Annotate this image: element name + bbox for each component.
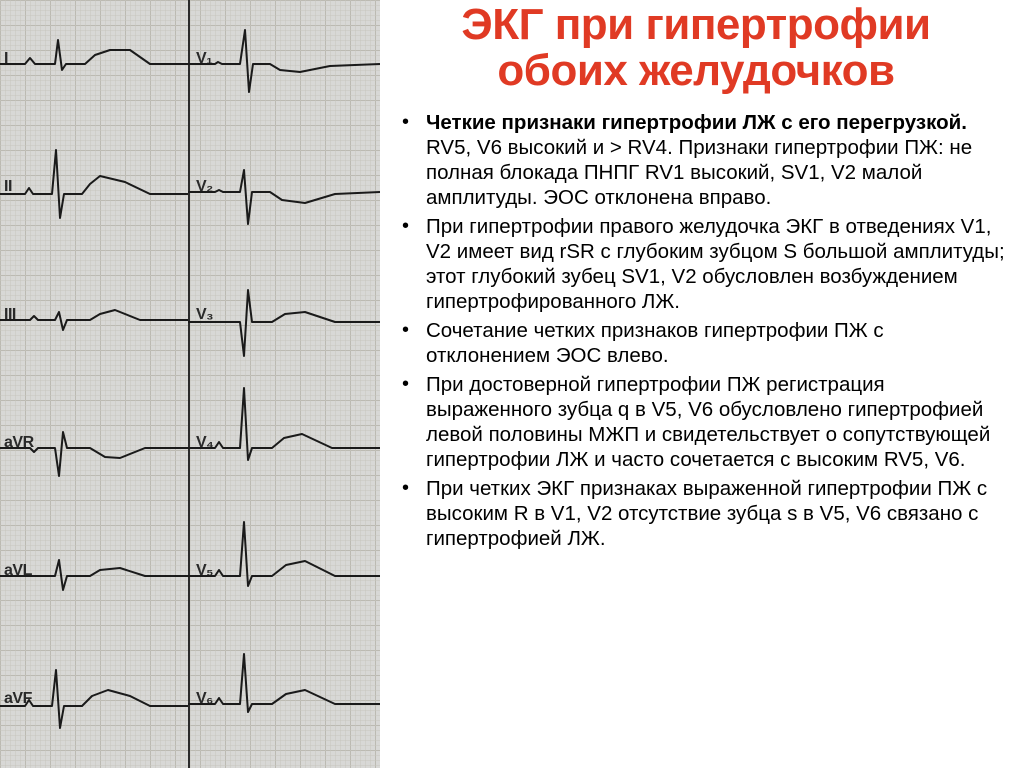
bullet-text: RV5, V6 высокий и > RV4. Признаки гиперт… — [426, 136, 972, 209]
ecg-strip-row: IIV₂ — [0, 128, 380, 256]
ecg-panel: IV₁IIV₂IIIV₃aVRV₄aVLV₅aVFV₆ — [0, 0, 380, 768]
bullet-item: При гипертрофии правого желудочка ЭКГ в … — [426, 214, 1006, 314]
ecg-trace — [0, 640, 380, 768]
bullet-text: При четких ЭКГ признаках выраженной гипе… — [426, 477, 987, 550]
title-line-2: обоих желудочков — [497, 46, 894, 95]
content-area: ЭКГ при гипертрофии обоих желудочков Чет… — [380, 0, 1024, 768]
bullet-text: При гипертрофии правого желудочка ЭКГ в … — [426, 215, 1005, 313]
bullet-item: При достоверной гипертрофии ПЖ регистрац… — [426, 372, 1006, 472]
ecg-strip-row: IV₁ — [0, 0, 380, 128]
ecg-trace — [0, 512, 380, 640]
bullet-text: При достоверной гипертрофии ПЖ регистрац… — [426, 373, 990, 471]
ecg-strip-row: aVFV₆ — [0, 640, 380, 768]
title-line-1: ЭКГ при гипертрофии — [461, 0, 930, 49]
bullet-item: Четкие признаки гипертрофии ЛЖ с его пер… — [426, 110, 1006, 210]
bullet-item: Сочетание четких признаков гипертрофии П… — [426, 318, 1006, 368]
ecg-strip-row: IIIV₃ — [0, 256, 380, 384]
ecg-trace — [0, 256, 380, 384]
ecg-trace — [0, 0, 380, 128]
bullet-text: Сочетание четких признаков гипертрофии П… — [426, 319, 884, 367]
bullet-bold-run: Четкие признаки гипертрофии ЛЖ с его пер… — [426, 111, 967, 134]
slide: IV₁IIV₂IIIV₃aVRV₄aVLV₅aVFV₆ ЭКГ при гипе… — [0, 0, 1024, 768]
ecg-strip-row: aVRV₄ — [0, 384, 380, 512]
bullet-item: При четких ЭКГ признаках выраженной гипе… — [426, 476, 1006, 551]
slide-title: ЭКГ при гипертрофии обоих желудочков — [386, 2, 1006, 94]
ecg-strip-row: aVLV₅ — [0, 512, 380, 640]
bullet-list: Четкие признаки гипертрофии ЛЖ с его пер… — [386, 110, 1006, 551]
ecg-trace — [0, 128, 380, 256]
ecg-trace — [0, 384, 380, 512]
